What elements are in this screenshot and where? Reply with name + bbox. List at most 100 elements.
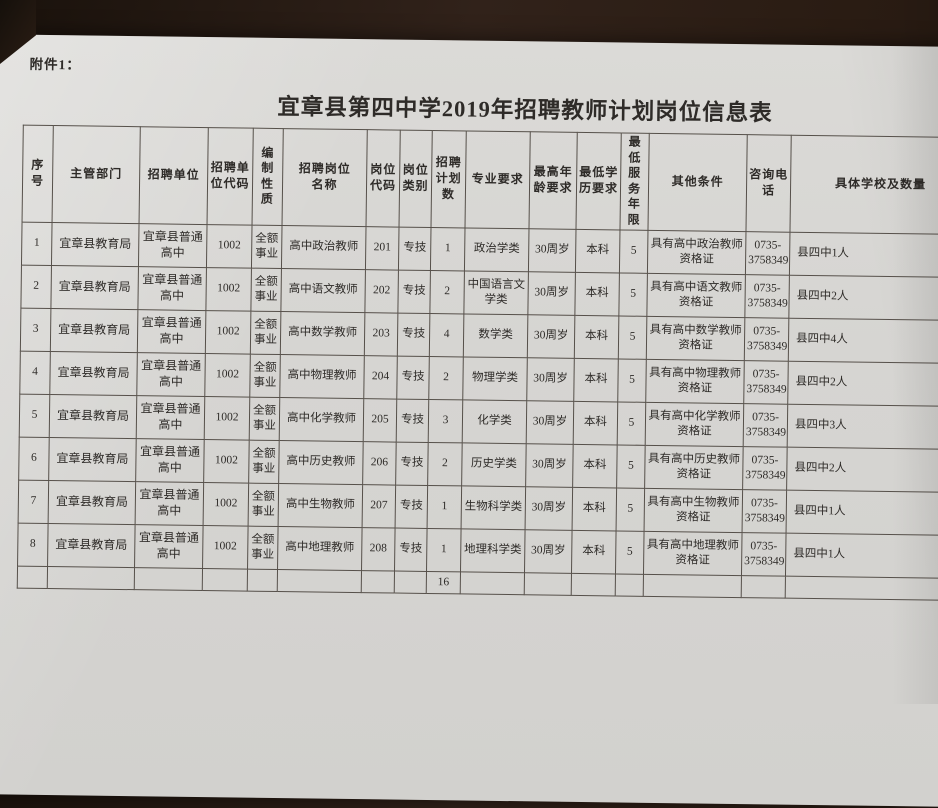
column-header-school: 具体学校及数量 — [789, 135, 938, 235]
cell-min_edu: 本科 — [574, 314, 619, 359]
cell-position: 高中历史教师 — [278, 440, 364, 485]
cell-min_service: 5 — [616, 487, 645, 531]
cell-phone: 0735-3758349 — [743, 403, 788, 447]
cell-position: 高中政治教师 — [281, 225, 367, 270]
cell-max_age: 30周岁 — [526, 357, 575, 401]
cell-school: 县四中2人 — [786, 446, 938, 493]
cell-pos_type: 专技 — [395, 441, 429, 486]
cell-unit_code: 1002 — [202, 525, 249, 569]
cell-unit_code: 1002 — [203, 439, 250, 483]
cell-max_age: 30周岁 — [527, 314, 575, 358]
cell-phone: 0735-3758349 — [744, 317, 789, 361]
total-cell-pos_code — [361, 570, 395, 593]
cell-min_service: 5 — [618, 272, 648, 316]
cell-other: 具有高中语文教师资格证 — [646, 272, 746, 318]
cell-min_service: 5 — [617, 358, 647, 402]
cell-min_service: 5 — [616, 444, 646, 488]
total-cell-school — [785, 575, 938, 601]
cell-major: 化学类 — [462, 399, 527, 444]
cell-pos_code: 201 — [365, 226, 400, 270]
cell-unit: 宜章县普通高中 — [134, 524, 204, 569]
column-header-position: 招聘岗位 名称 — [282, 128, 368, 227]
cell-nature: 全额事业 — [251, 224, 283, 269]
cell-seq: 6 — [18, 436, 50, 481]
cell-other: 具有高中政治教师资格证 — [647, 229, 746, 275]
cell-dept: 宜章县教育局 — [49, 394, 137, 439]
table-body: 1 宜章县教育局 宜章县普通高中 1002 全额事业 高中政治教师 201 专技 1 政治学类 30… — [17, 221, 938, 601]
cell-major: 中国语言文学类 — [463, 270, 529, 315]
cell-unit_code: 1002 — [204, 353, 251, 397]
cell-unit: 宜章县普通高中 — [138, 223, 208, 268]
cell-min_service: 5 — [619, 229, 648, 273]
cell-phone: 0735-3758349 — [743, 360, 789, 404]
cell-phone: 0735-3758349 — [741, 532, 787, 576]
cell-other: 具有高中物理教师资格证 — [645, 358, 745, 404]
total-cell-other — [643, 573, 742, 598]
cell-plan: 2 — [428, 356, 464, 400]
cell-dept: 宜章县教育局 — [51, 222, 140, 267]
table-header-row: 序号 主管部门 招聘单位 招聘单 位代码 编制 性质 招聘岗位 名称 岗位 代码 岗位 类别招… — [22, 125, 938, 235]
cell-dept: 宜章县教育局 — [47, 523, 136, 568]
cell-pos_code: 204 — [363, 355, 398, 399]
cell-position: 高中数学教师 — [280, 311, 365, 356]
total-cell-position — [277, 569, 362, 593]
cell-position: 高中化学教师 — [279, 397, 364, 442]
total-cell-major — [460, 571, 525, 595]
cell-school: 县四中1人 — [789, 231, 938, 278]
cell-position: 高中地理教师 — [277, 526, 363, 571]
cell-pos_type: 专技 — [396, 355, 430, 400]
cell-dept: 宜章县教育局 — [49, 351, 138, 396]
cell-plan: 3 — [428, 399, 463, 443]
cell-pos_type: 专技 — [397, 312, 430, 357]
cell-plan: 4 — [429, 313, 464, 357]
cell-unit_code: 1002 — [205, 267, 252, 311]
cell-seq: 1 — [21, 221, 53, 266]
total-cell-phone — [741, 575, 786, 598]
cell-max_age: 30周岁 — [524, 529, 573, 573]
cell-unit: 宜章县普通高中 — [136, 352, 206, 397]
cell-unit: 宜章县普通高中 — [137, 309, 206, 354]
cell-nature: 全额事业 — [249, 353, 281, 398]
cell-position: 高中语文教师 — [280, 268, 366, 313]
cell-min_edu: 本科 — [575, 228, 620, 273]
cell-nature: 全额事业 — [248, 439, 280, 484]
cell-position: 高中物理教师 — [279, 354, 365, 399]
cell-seq: 5 — [19, 393, 50, 438]
cell-major: 生物科学类 — [461, 485, 526, 530]
cell-min_service: 5 — [618, 315, 647, 359]
cell-nature: 全额事业 — [249, 396, 280, 441]
total-cell-plan: 16 — [426, 571, 461, 594]
cell-min_edu: 本科 — [572, 486, 617, 531]
cell-min_edu: 本科 — [573, 357, 619, 402]
cell-seq: 4 — [19, 350, 51, 395]
cell-max_age: 30周岁 — [525, 486, 573, 530]
cell-seq: 3 — [20, 307, 51, 352]
cell-school: 县四中1人 — [785, 532, 938, 579]
total-cell-pos_type — [394, 570, 427, 594]
cell-max_age: 30周岁 — [528, 228, 576, 272]
cell-major: 历史学类 — [461, 442, 527, 487]
cell-unit: 宜章县普通高中 — [135, 481, 204, 526]
total-cell-min_service — [615, 573, 644, 596]
cell-min_edu: 本科 — [573, 400, 618, 445]
cell-major: 政治学类 — [464, 227, 530, 272]
cell-max_age: 30周岁 — [527, 271, 576, 315]
cell-pos_type: 专技 — [396, 398, 429, 443]
cell-unit_code: 1002 — [205, 310, 251, 354]
cell-min_edu: 本科 — [571, 529, 617, 574]
cell-pos_code: 208 — [361, 527, 396, 571]
column-header-major: 专业要求 — [465, 130, 531, 229]
cell-plan: 1 — [427, 485, 462, 529]
cell-min_service: 5 — [615, 530, 645, 574]
cell-min_edu: 本科 — [572, 443, 618, 488]
cell-other: 具有高中数学教师资格证 — [646, 315, 745, 361]
cell-other: 具有高中地理教师资格证 — [643, 530, 743, 576]
cell-other: 具有高中历史教师资格证 — [644, 444, 744, 490]
cell-position: 高中生物教师 — [278, 483, 363, 528]
cell-school: 县四中4人 — [788, 317, 938, 364]
column-header-min_edu: 最低学 历要求 — [575, 132, 622, 230]
column-header-nature: 编制 性质 — [252, 128, 284, 226]
cell-major: 数学类 — [463, 313, 528, 358]
recruitment-table: 序号 主管部门 招聘单位 招聘单 位代码 编制 性质 招聘岗位 名称 岗位 代码 岗位 类别招… — [17, 125, 938, 601]
cell-other: 具有高中生物教师资格证 — [644, 487, 743, 533]
